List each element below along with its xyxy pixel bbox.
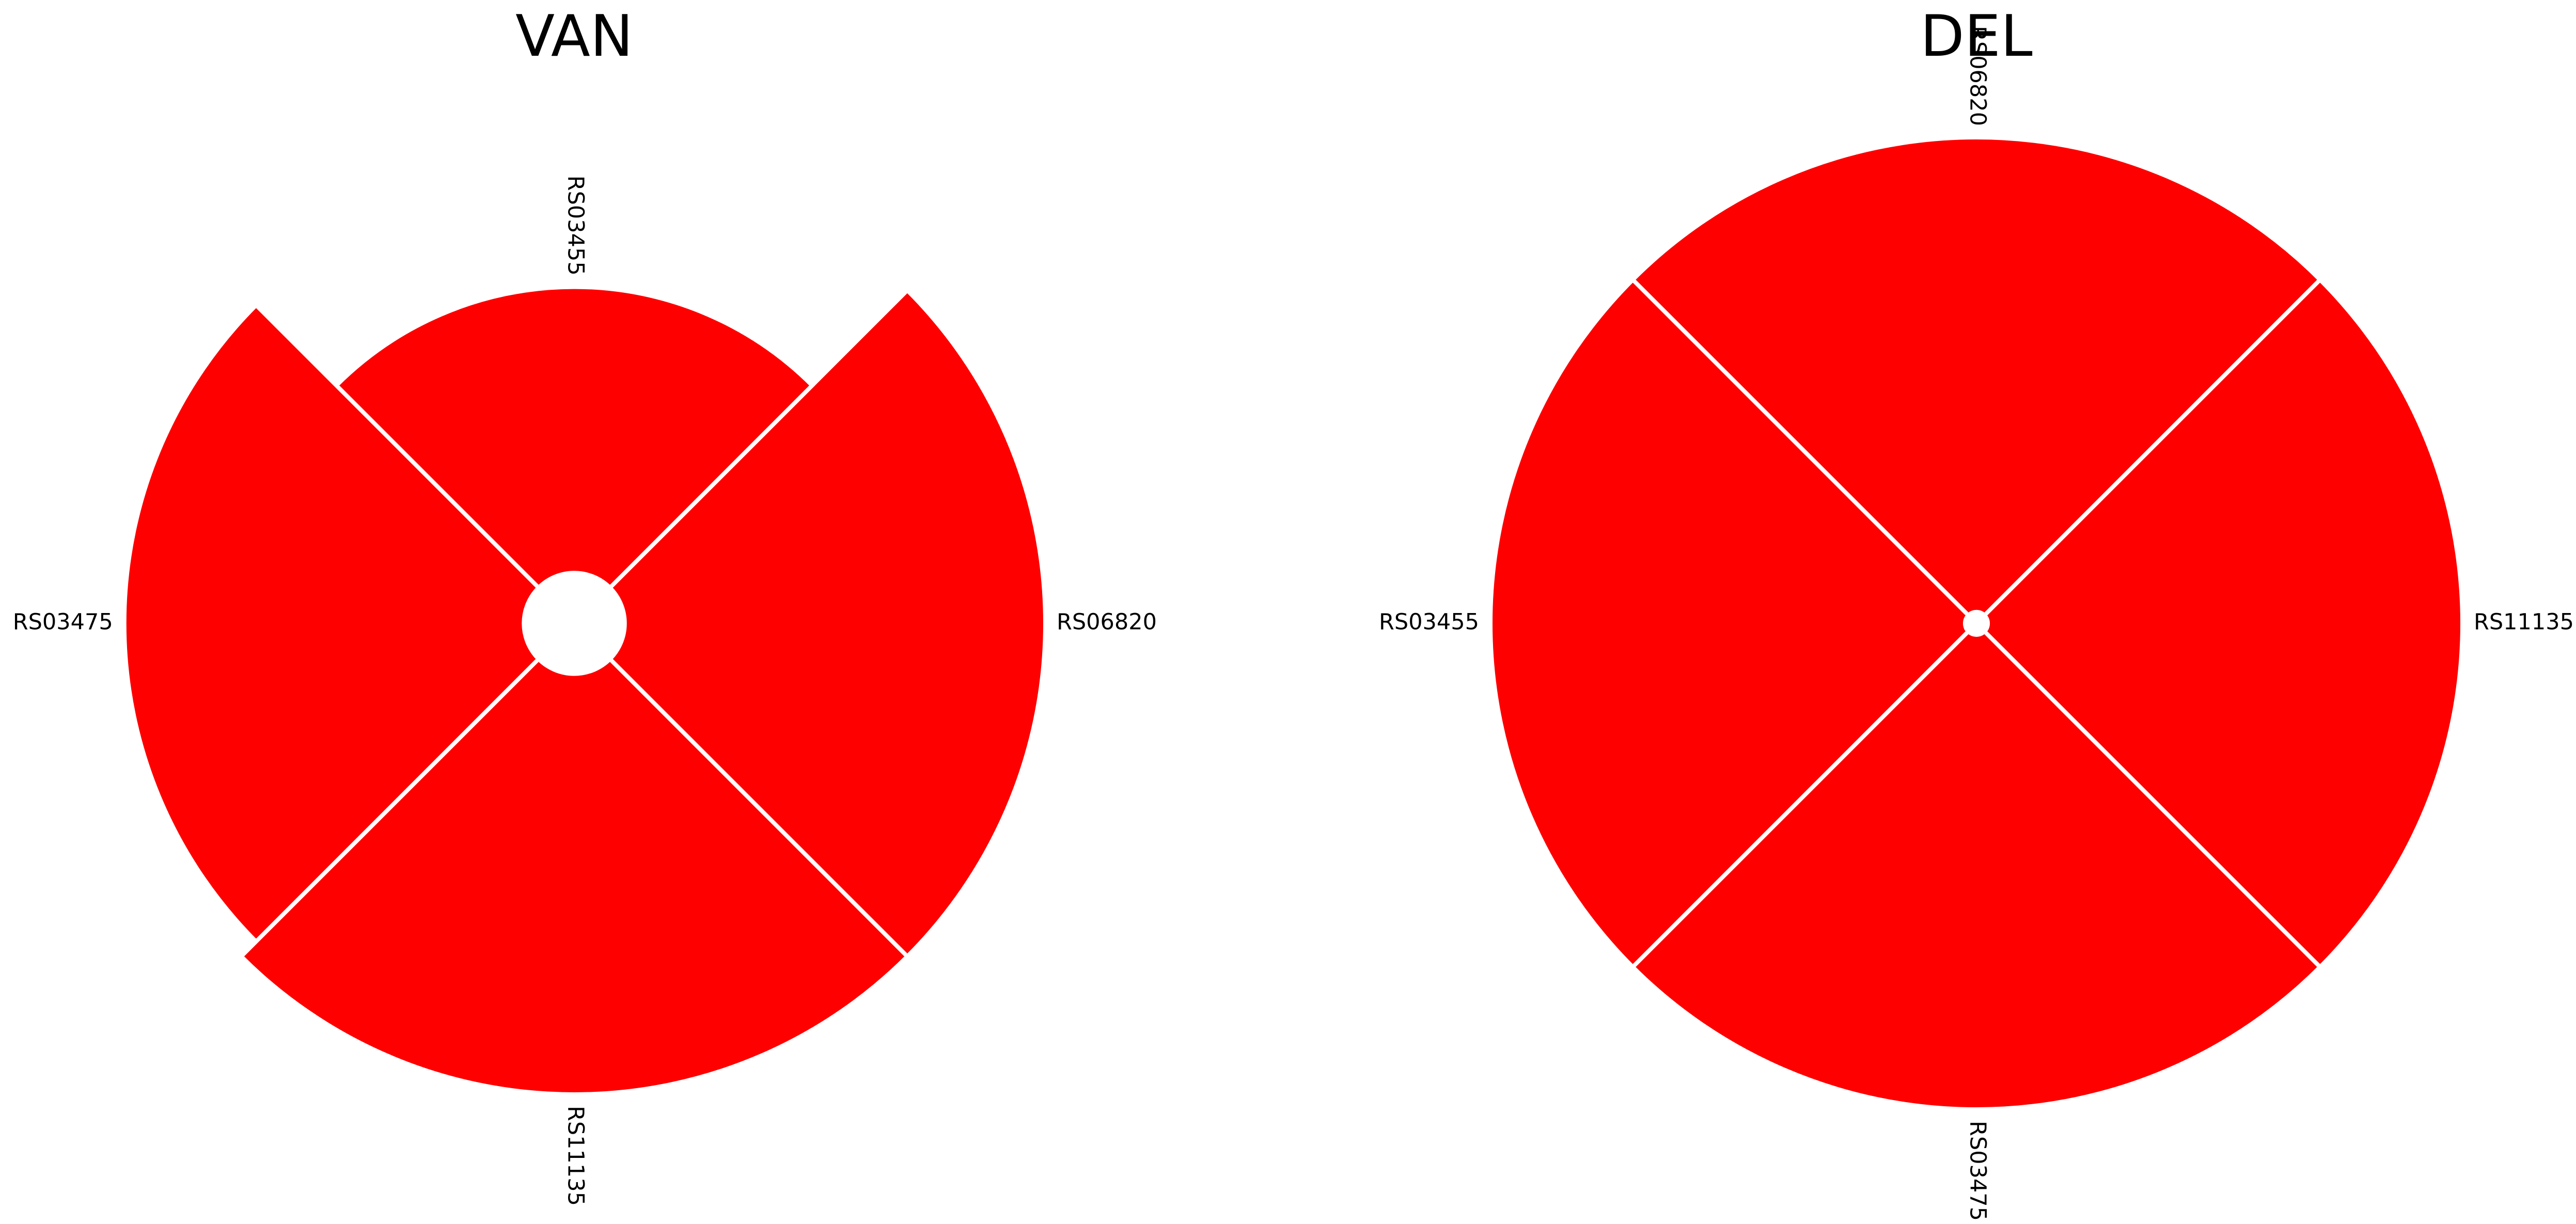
- chart-panel-del: DEL RS11135 RS06820 RS03455 RS03475: [1379, 3, 2574, 1221]
- category-label: RS06820: [1965, 26, 1991, 126]
- chart-panel-van: VAN RS06820 RS03455 RS03475 RS11135: [13, 3, 1157, 1206]
- category-label: RS03475: [13, 609, 113, 635]
- chart-title-van: VAN: [515, 3, 633, 70]
- category-label: RS11135: [2474, 609, 2574, 635]
- category-label: RS03455: [563, 176, 589, 276]
- category-label: RS11135: [563, 1106, 589, 1206]
- bars-van: [122, 285, 1047, 1096]
- radial-bar: [238, 656, 910, 1096]
- category-label: RS03455: [1379, 609, 1479, 635]
- radial-bar: [1629, 628, 2323, 1112]
- labels-van: RS06820 RS03455 RS03475 RS11135: [13, 176, 1157, 1206]
- category-label: RS06820: [1057, 609, 1157, 635]
- category-label: RS03475: [1965, 1121, 1991, 1221]
- radial-bar: [607, 287, 1047, 960]
- labels-del: RS11135 RS06820 RS03455 RS03475: [1379, 26, 2574, 1221]
- radial-bar: [333, 285, 815, 591]
- bars-del: [1488, 135, 2465, 1112]
- radial-bar: [122, 302, 542, 945]
- chart-title-del: DEL: [1920, 3, 2033, 70]
